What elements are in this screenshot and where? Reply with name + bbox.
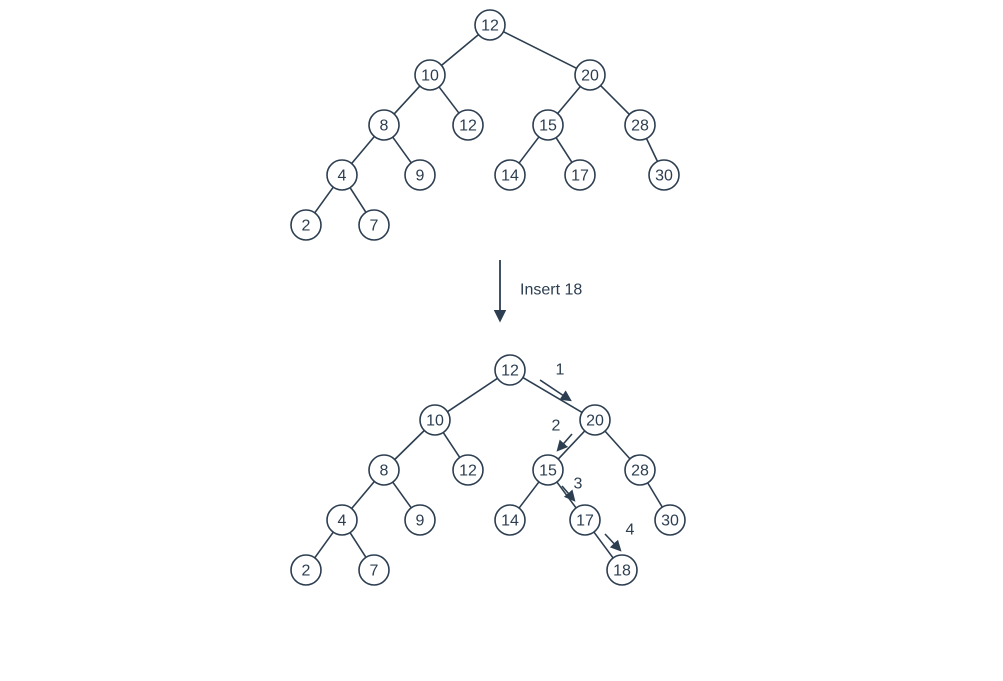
tree-node: 10 <box>420 405 450 435</box>
tree-node: 8 <box>369 455 399 485</box>
node-label: 15 <box>539 463 557 480</box>
tree-node: 4 <box>327 505 357 535</box>
tree-edge <box>558 86 581 113</box>
node-label: 12 <box>481 18 499 35</box>
tree-node: 8 <box>369 110 399 140</box>
step-number: 3 <box>574 476 583 493</box>
tree-after: 1210208121528491417302718 <box>291 355 685 585</box>
node-label: 2 <box>302 218 311 235</box>
node-label: 2 <box>302 563 311 580</box>
tree-edge <box>439 87 459 113</box>
tree-edge <box>443 433 459 458</box>
node-label: 9 <box>416 168 425 185</box>
tree-node: 12 <box>453 455 483 485</box>
node-label: 17 <box>576 513 594 530</box>
tree-node: 2 <box>291 555 321 585</box>
tree-node: 9 <box>405 160 435 190</box>
tree-node: 14 <box>495 505 525 535</box>
tree-edge <box>503 32 576 69</box>
tree-edge <box>352 136 375 163</box>
node-label: 7 <box>370 218 379 235</box>
tree-edge <box>315 532 333 558</box>
tree-edge <box>605 431 630 459</box>
tree-node: 17 <box>570 505 600 535</box>
step-number: 1 <box>556 362 565 379</box>
node-label: 10 <box>426 413 444 430</box>
tree-edge <box>519 137 539 163</box>
node-label: 30 <box>655 168 673 185</box>
node-label: 28 <box>631 118 649 135</box>
bst-insertion-diagram: 12102081215284914173027Insert 1812102081… <box>0 0 1003 681</box>
tree-edge <box>447 378 497 411</box>
tree-edge <box>350 533 366 558</box>
tree-edge <box>648 483 663 507</box>
tree-node: 12 <box>475 10 505 40</box>
node-label: 12 <box>459 463 477 480</box>
tree-node: 7 <box>359 210 389 240</box>
node-label: 14 <box>501 513 519 530</box>
node-label: 12 <box>501 363 519 380</box>
tree-edge <box>395 431 425 460</box>
tree-node: 20 <box>580 405 610 435</box>
tree-before: 12 10 20 8 12 15 28 4 9 14 17 30 2 7 <box>291 10 679 240</box>
node-label: 20 <box>586 413 604 430</box>
node-label: 10 <box>421 68 439 85</box>
node-label: 17 <box>571 168 589 185</box>
node-label: 20 <box>581 68 599 85</box>
node-label: 8 <box>380 463 389 480</box>
tree-edge <box>315 187 333 213</box>
tree-edge <box>594 532 613 558</box>
tree-edge <box>393 137 411 163</box>
insert-label: Insert 18 <box>520 282 582 299</box>
tree-node: 15 <box>533 110 563 140</box>
tree-node: 18 <box>607 555 637 585</box>
node-label: 4 <box>338 168 347 185</box>
tree-node: 12 <box>495 355 525 385</box>
tree-edge <box>350 188 366 213</box>
tree-node: 17 <box>565 160 595 190</box>
node-label: 14 <box>501 168 519 185</box>
node-label: 12 <box>459 118 477 135</box>
node-label: 15 <box>539 118 557 135</box>
tree-edge <box>352 481 375 508</box>
tree-edge <box>393 482 411 508</box>
node-label: 18 <box>613 563 631 580</box>
tree-edge <box>519 482 539 508</box>
tree-edge <box>394 86 420 114</box>
tree-node: 30 <box>649 160 679 190</box>
tree-node: 30 <box>655 505 685 535</box>
node-label: 4 <box>338 513 347 530</box>
tree-node: 4 <box>327 160 357 190</box>
tree-node: 28 <box>625 110 655 140</box>
node-label: 30 <box>661 513 679 530</box>
tree-node: 9 <box>405 505 435 535</box>
node-label: 28 <box>631 463 649 480</box>
tree-node: 20 <box>575 60 605 90</box>
tree-edge <box>523 378 582 413</box>
tree-node: 28 <box>625 455 655 485</box>
tree-edge <box>556 138 572 163</box>
tree-node: 10 <box>415 60 445 90</box>
step-number: 2 <box>552 418 561 435</box>
tree-edge <box>601 86 630 115</box>
step-arrow <box>605 534 620 550</box>
node-label: 9 <box>416 513 425 530</box>
step-number: 4 <box>626 522 635 539</box>
tree-edge <box>646 139 657 162</box>
tree-node: 14 <box>495 160 525 190</box>
tree-node: 7 <box>359 555 389 585</box>
tree-node: 2 <box>291 210 321 240</box>
tree-node: 12 <box>453 110 483 140</box>
node-label: 8 <box>380 118 389 135</box>
tree-node: 15 <box>533 455 563 485</box>
tree-edge <box>442 35 479 66</box>
node-label: 7 <box>370 563 379 580</box>
